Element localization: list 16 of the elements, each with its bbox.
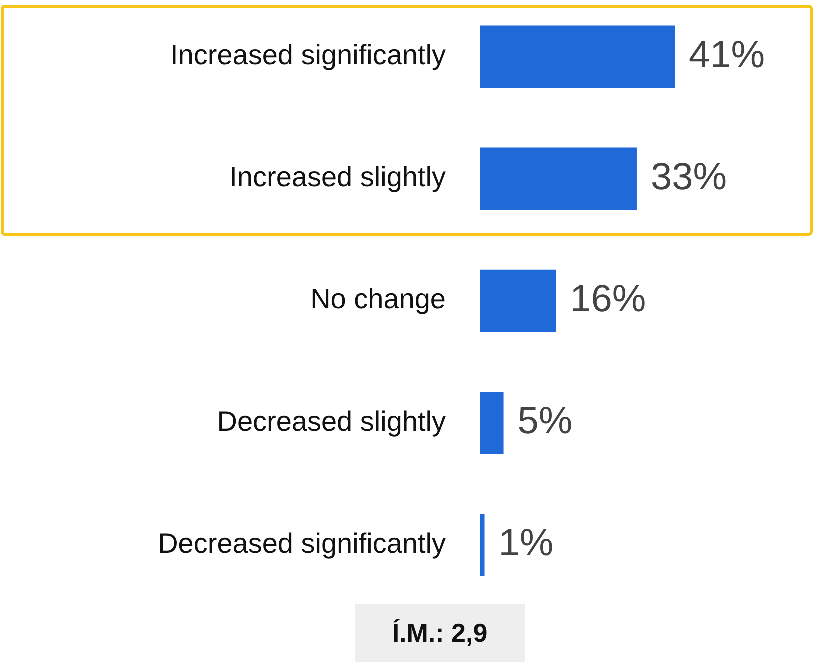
bar — [480, 514, 485, 576]
y-tick-label: Increased slightly — [230, 162, 446, 193]
y-tick-label: Decreased significantly — [158, 528, 446, 559]
bar — [480, 26, 676, 88]
y-tick-label: Decreased slightly — [217, 406, 446, 437]
bar — [480, 270, 556, 332]
annotation: Í.M.: 2,9 — [355, 604, 525, 662]
y-tick-label: No change — [310, 284, 446, 315]
y-tick-label: Increased significantly — [170, 40, 446, 71]
data-label: 33% — [650, 156, 728, 198]
data-label: 1% — [498, 522, 554, 565]
data-label: 16% — [570, 278, 646, 320]
bar — [480, 392, 504, 454]
data-label: 41% — [689, 34, 766, 76]
data-label: 5% — [518, 400, 573, 443]
bar — [480, 148, 637, 210]
